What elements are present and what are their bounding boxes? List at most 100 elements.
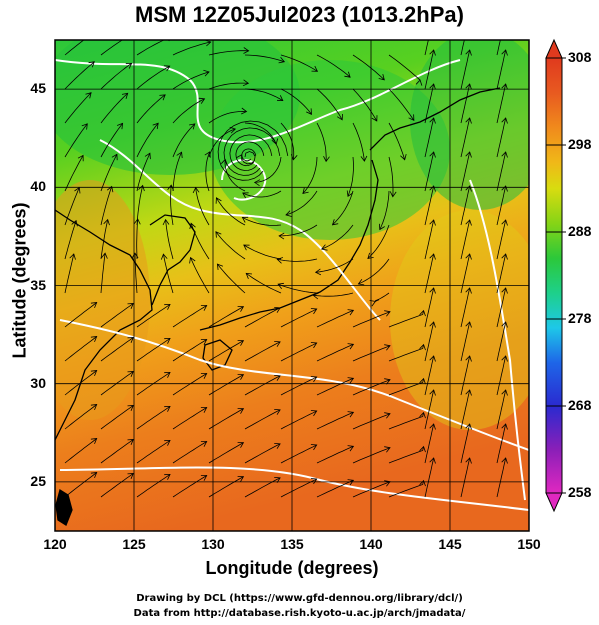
x-tick-label: 130 [201, 536, 225, 552]
streamline-arrowhead [306, 108, 312, 115]
streamline-arrowhead [162, 218, 170, 226]
plot-frame [54, 39, 530, 532]
credit-line-2: Data from http://database.rish.kyoto-u.a… [133, 608, 466, 619]
streamline [172, 339, 207, 362]
streamline-arrowhead [389, 191, 397, 198]
streamline-arrowhead [314, 268, 322, 276]
streamline [424, 355, 435, 396]
streamline [460, 321, 471, 362]
streamline-arrowhead [429, 219, 436, 226]
colorbar-tick-label: 288 [568, 223, 592, 239]
streamline [424, 287, 435, 328]
streamline [64, 187, 80, 226]
x-axis-label: Longitude (degrees) [205, 558, 379, 578]
streamline-arrowhead [419, 411, 426, 419]
streamline-arrowhead [77, 154, 84, 162]
streamline [244, 443, 281, 464]
streamline-arrowhead [357, 279, 365, 286]
streamline-arrowhead [501, 457, 508, 464]
streamline-arrowhead [90, 370, 98, 377]
streamline [136, 153, 151, 192]
streamline [64, 302, 97, 328]
streamline-arrowhead [176, 151, 183, 159]
streamline-arrowhead [310, 444, 318, 451]
streamline-arrowhead [237, 442, 245, 448]
streamline [100, 473, 134, 498]
streamline-arrowhead [237, 374, 245, 380]
streamline [244, 307, 281, 328]
streamline [280, 444, 317, 464]
streamline [460, 355, 471, 396]
streamline-arrowhead [274, 477, 281, 483]
streamline-arrowhead [419, 343, 426, 351]
streamline [208, 374, 244, 396]
streamline [64, 370, 97, 396]
streamline-arrowhead [360, 155, 368, 162]
colorbar-tick-label: 298 [568, 136, 592, 152]
streamline [64, 40, 85, 56]
streamline-arrowhead [200, 305, 208, 311]
streamline [460, 83, 471, 124]
streamline [280, 308, 317, 328]
x-tick-label: 150 [517, 536, 541, 552]
colorbar-tick-label: 268 [568, 397, 592, 413]
streamline-arrowhead [189, 222, 196, 230]
streamline [280, 410, 317, 430]
streamline [244, 122, 277, 145]
streamline [424, 253, 435, 294]
streamline [100, 40, 124, 56]
streamline [460, 457, 471, 498]
streamline-arrowhead [369, 300, 377, 307]
streamline-arrowhead [90, 438, 98, 445]
streamline-arrowhead [200, 475, 208, 481]
streamline-arrowhead [347, 343, 355, 350]
streamline [100, 93, 128, 124]
streamline-arrowhead [429, 321, 436, 328]
streamline-arrowhead [127, 337, 134, 343]
streamline-arrowhead [347, 309, 355, 316]
streamline-arrowhead [243, 244, 250, 251]
streamline-arrowhead [241, 107, 248, 115]
streamline [172, 305, 207, 328]
streamline [280, 342, 317, 362]
streamline [460, 253, 471, 294]
streamline-arrowhead [415, 79, 423, 86]
streamline-arrowhead [127, 473, 134, 479]
streamline-arrowhead [429, 355, 436, 362]
y-tick-label: 30 [30, 374, 46, 391]
streamline-arrowhead [127, 371, 134, 377]
streamline-arrowhead [501, 321, 508, 328]
streamline-arrowhead [384, 446, 391, 453]
streamline [217, 263, 246, 294]
streamline-arrowhead [237, 340, 245, 346]
streamline [241, 151, 256, 165]
streamline-arrowhead [429, 49, 436, 56]
streamline [100, 123, 123, 158]
streamline [64, 123, 88, 158]
streamline-arrowhead [164, 337, 171, 344]
streamline-arrowhead [465, 151, 472, 158]
streamline-arrowhead [501, 219, 508, 226]
streamline [244, 88, 284, 101]
streamline [100, 219, 109, 260]
streamline [316, 122, 327, 162]
streamline [388, 412, 424, 430]
streamline-arrowhead [501, 355, 508, 362]
colorbar-tick-label: 258 [568, 484, 592, 500]
streamline-arrowhead [237, 476, 245, 482]
streamline-arrowhead [276, 95, 284, 102]
streamline-arrowhead [131, 252, 139, 259]
streamline-arrowhead [276, 257, 284, 264]
streamline-arrowhead [302, 187, 309, 195]
streamline-arrowhead [347, 445, 355, 452]
streamline-arrowhead [200, 407, 208, 413]
colorbar-ticks [546, 57, 566, 494]
streamline [280, 54, 318, 72]
streamline [208, 306, 244, 328]
streamline [244, 477, 281, 498]
streamline [496, 355, 507, 396]
streamline-arrowhead [384, 412, 391, 419]
streamline [172, 41, 211, 56]
streamline [388, 310, 424, 328]
